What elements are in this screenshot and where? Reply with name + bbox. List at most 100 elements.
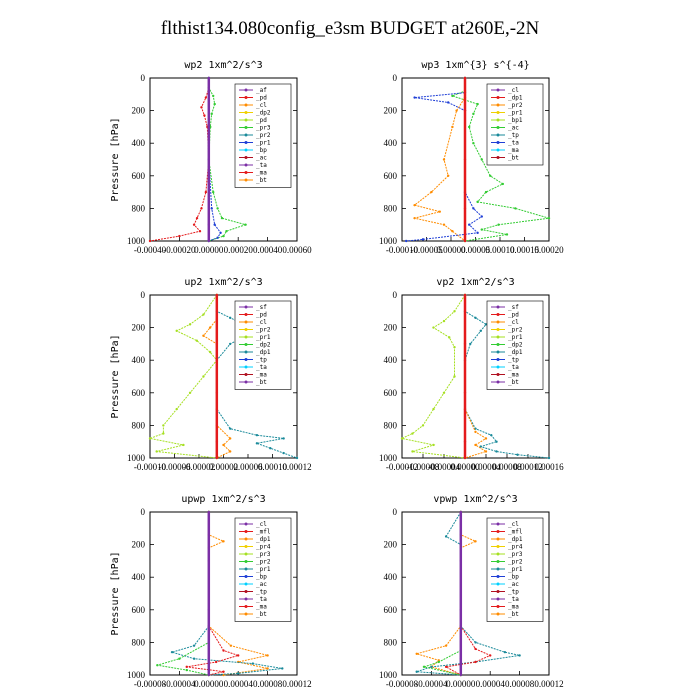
legend-marker — [496, 88, 500, 92]
panel-5: vpwp 1xm^2/s^3 0 200 400 600 800 1000-0.00008-… — [379, 494, 564, 689]
legend-marker — [244, 522, 248, 526]
series-line — [406, 78, 483, 242]
legend-marker — [496, 560, 500, 563]
y-tick-label: 0 — [141, 73, 146, 83]
data-point — [237, 654, 240, 657]
data-point — [447, 101, 450, 104]
y-tick-label: 400 — [384, 138, 398, 148]
y-tick-label: 1000 — [379, 670, 398, 680]
legend-label: _cl — [508, 521, 519, 528]
legend-label: _pd — [256, 95, 267, 102]
x-tick-label: -0.00010 — [386, 245, 419, 255]
data-point — [244, 223, 247, 226]
data-point — [444, 535, 448, 538]
legend-label: _pr1 — [508, 566, 523, 573]
y-tick-label: 200 — [132, 540, 146, 550]
legend-label: _dp2 — [508, 342, 523, 349]
legend-marker — [244, 590, 248, 593]
x-tick-label: 0.00005 — [461, 245, 491, 255]
data-point — [480, 228, 483, 231]
legend-label: _cl — [256, 319, 267, 326]
data-point — [204, 190, 208, 194]
data-point — [518, 654, 521, 657]
data-point — [216, 207, 219, 210]
data-point — [448, 336, 451, 339]
y-tick-label: 0 — [141, 507, 146, 517]
y-tick-label: 200 — [384, 323, 398, 333]
legend-marker — [496, 328, 500, 331]
data-point — [212, 190, 215, 194]
data-point — [212, 94, 215, 98]
figure-title: flthist134.080config_e3sm BUDGET at260E,… — [160, 18, 540, 39]
legend-label: _mfl — [508, 529, 523, 536]
legend-label: _dp2 — [256, 110, 271, 117]
data-point — [222, 234, 225, 238]
legend-label: _sf — [508, 304, 519, 311]
panel-title: up2 1xm^2/s^3 — [184, 277, 262, 288]
legend-marker — [244, 343, 248, 346]
legend-label: _pr2 — [256, 132, 271, 139]
legend-marker — [496, 148, 500, 152]
legend-marker — [496, 545, 500, 548]
x-tick-label: 0.00004 — [476, 679, 506, 689]
legend-marker — [244, 118, 248, 122]
legend-marker — [496, 597, 500, 601]
data-point — [202, 375, 205, 378]
data-point — [200, 106, 203, 109]
data-point — [266, 654, 269, 657]
y-tick-label: 600 — [384, 605, 398, 615]
legend-label: _pd — [256, 312, 267, 319]
data-point — [474, 540, 477, 543]
legend-label: _tp — [256, 589, 267, 596]
legend-marker — [496, 537, 500, 541]
data-point — [413, 216, 416, 220]
legend-label: _pd — [256, 117, 267, 124]
legend-marker — [244, 96, 248, 99]
data-point — [421, 424, 425, 427]
data-point — [474, 641, 477, 644]
panel-2: up2 1xm^2/s^302004006008001000-0.00010-0… — [110, 277, 312, 472]
panel-title: wp3 1xm^{3} s^{-4} — [421, 60, 529, 71]
legend-marker — [244, 178, 248, 182]
data-point — [185, 668, 188, 672]
legend-marker — [244, 163, 248, 167]
panel-title: upwp 1xm^2/s^3 — [181, 494, 265, 505]
data-point — [281, 667, 284, 670]
y-axis-label: Pressure [hPa] — [110, 551, 121, 635]
legend-marker — [244, 313, 248, 316]
legend-marker — [244, 103, 248, 107]
series-line — [149, 78, 210, 242]
legend-marker — [244, 141, 248, 144]
data-point — [400, 437, 404, 440]
legend-label: _pr2 — [256, 559, 271, 566]
data-point — [451, 94, 454, 98]
legend-label: _pr1 — [256, 566, 271, 573]
data-point — [202, 313, 205, 316]
legend-marker — [496, 156, 500, 159]
data-point — [442, 158, 446, 161]
data-point — [162, 424, 165, 427]
y-tick-label: 400 — [132, 138, 146, 148]
x-tick-label: 0.00012 — [282, 462, 311, 472]
data-point — [432, 407, 435, 411]
legend-label: _ma — [508, 604, 519, 611]
y-axis-label: Pressure [hPa] — [110, 117, 121, 201]
x-tick-label: 0.00006 — [233, 462, 263, 472]
data-point — [430, 665, 433, 669]
data-point — [447, 174, 450, 177]
legend-marker — [244, 560, 248, 563]
data-point — [484, 190, 488, 194]
x-tick-label: 0.00012 — [534, 679, 563, 689]
x-tick-label: -0.00004 — [163, 679, 196, 689]
x-tick-label: 0.00000 — [194, 245, 224, 255]
series-line — [208, 78, 248, 242]
data-point — [474, 443, 477, 447]
data-point — [468, 223, 471, 226]
legend-marker — [244, 530, 248, 533]
data-point — [422, 665, 426, 669]
legend-label: _cl — [508, 87, 519, 94]
data-point — [474, 647, 477, 651]
data-point — [178, 657, 181, 660]
legend-label: _tp — [256, 357, 267, 364]
data-point — [476, 200, 479, 204]
